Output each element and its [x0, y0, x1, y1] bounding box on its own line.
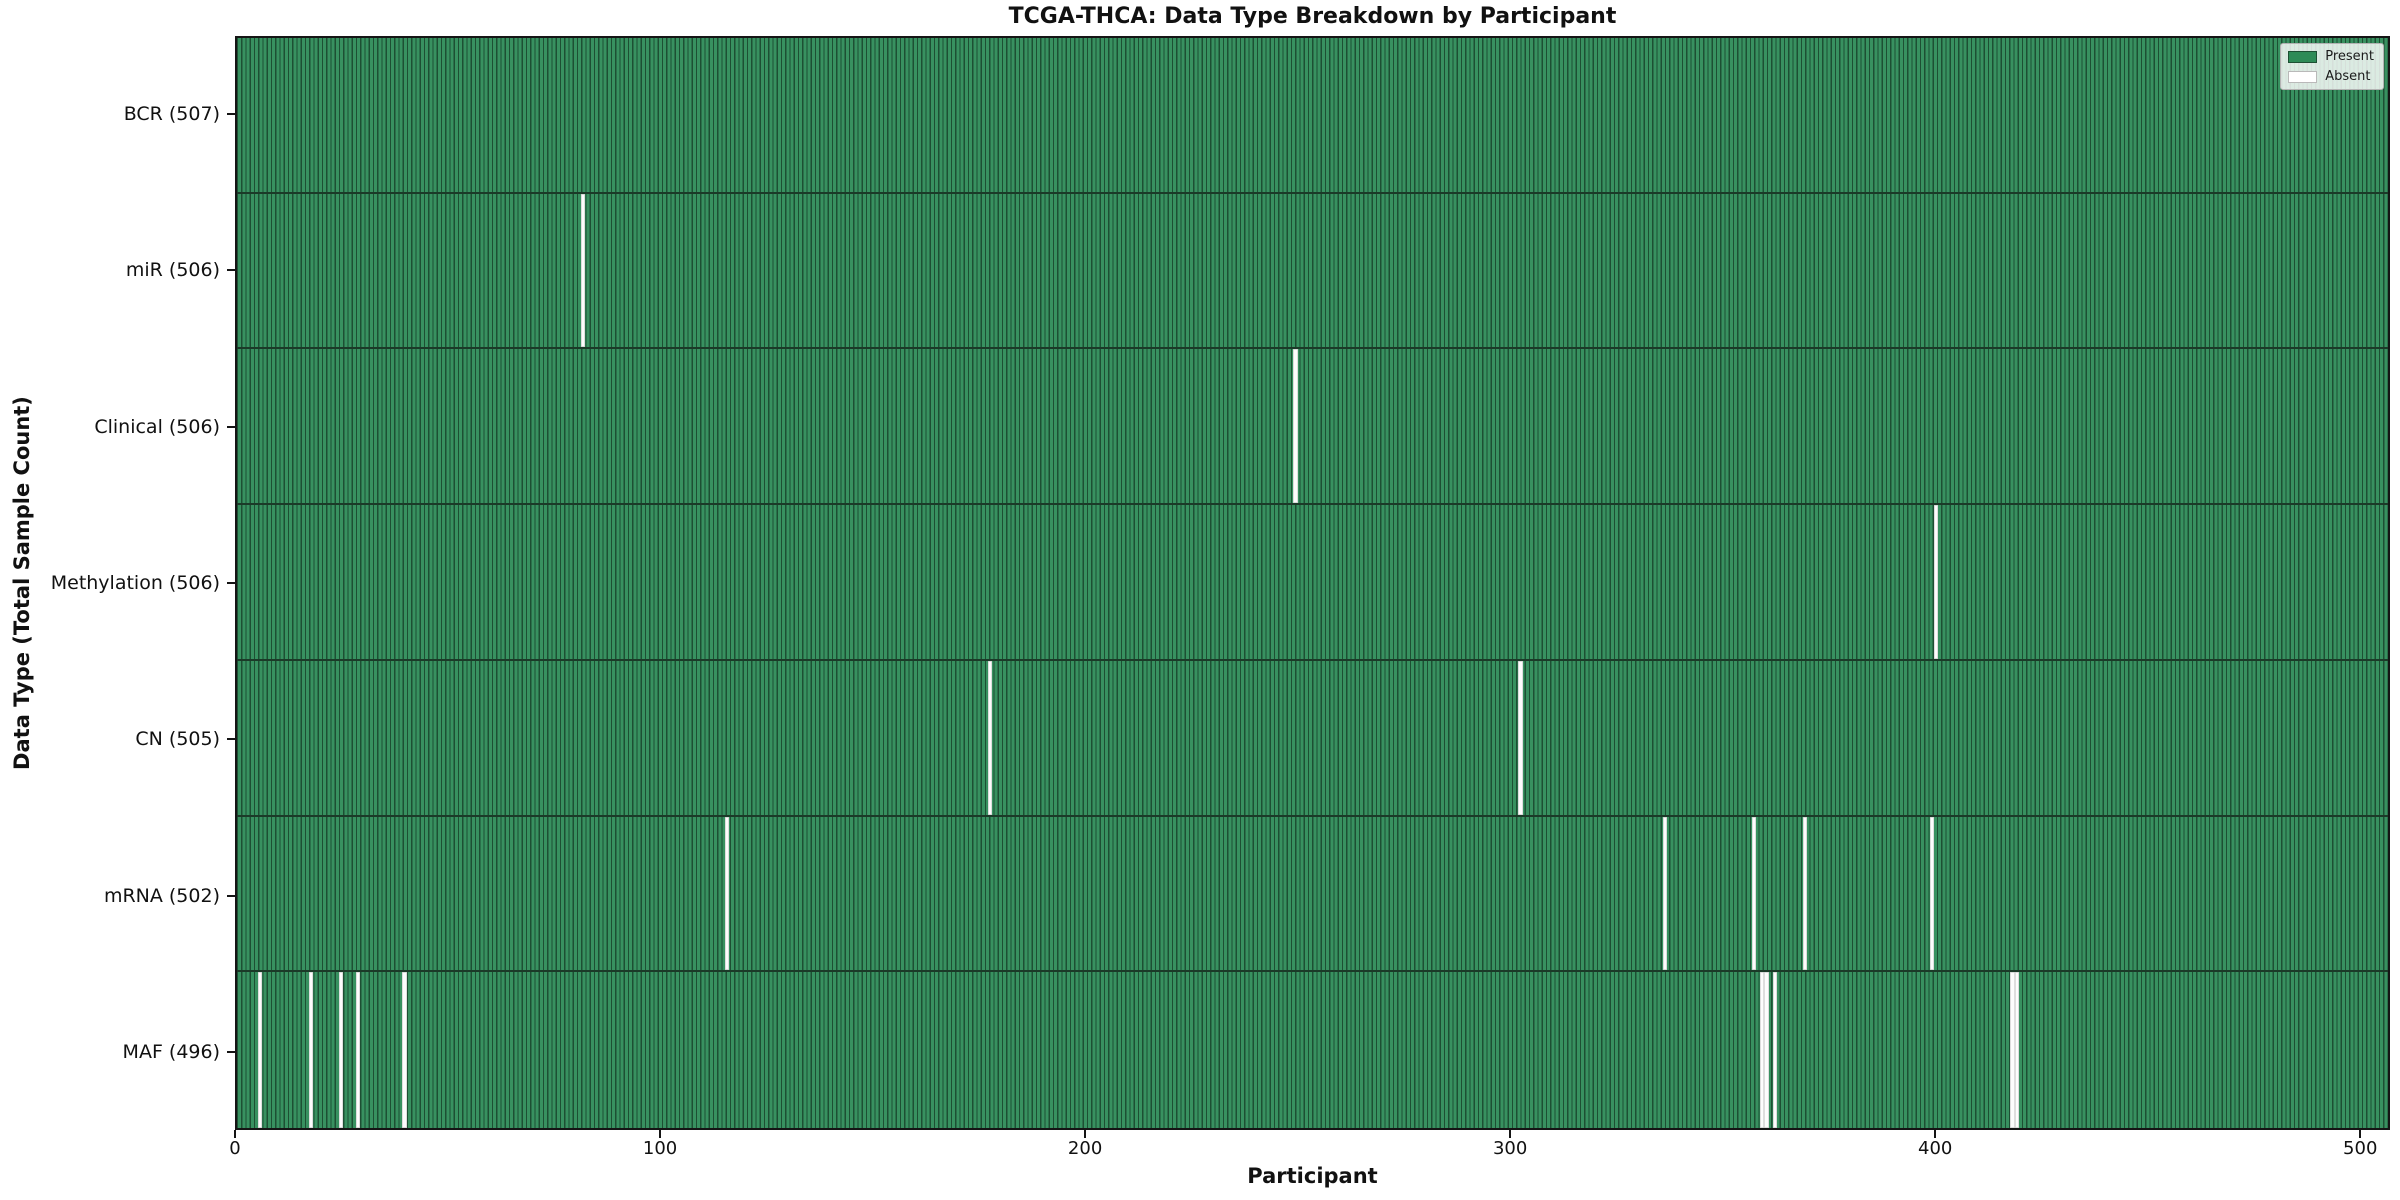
present-swatch-icon	[2288, 50, 2318, 63]
absent-cell	[987, 660, 993, 815]
legend-entry-absent: Absent	[2288, 69, 2374, 84]
absent-cell	[1760, 972, 1765, 1128]
y-tick-label: BCR (507)	[123, 103, 220, 126]
absent-cell	[402, 972, 407, 1128]
absent-cell	[1518, 660, 1523, 815]
chart-title: TCGA-THCA: Data Type Breakdown by Partic…	[1008, 4, 1617, 29]
absent-cell	[1662, 816, 1667, 971]
heatmap-row	[237, 505, 2388, 661]
y-tick-mark	[227, 582, 235, 584]
y-tick-label: CN (505)	[135, 728, 220, 751]
absent-cell	[1934, 505, 1939, 659]
y-tick-label: mRNA (502)	[103, 884, 220, 907]
x-tick-label: 200	[1067, 1138, 1103, 1159]
x-tick-label: 100	[642, 1138, 678, 1159]
x-tick-mark	[2359, 1130, 2362, 1138]
y-tick-mark	[227, 738, 235, 741]
absent-cell	[2014, 972, 2019, 1128]
absent-cell	[338, 972, 344, 1128]
plot-area: Present Absent	[235, 36, 2390, 1130]
absent-cell	[355, 972, 361, 1128]
heatmap-row	[237, 349, 2388, 506]
legend-label-present: Present	[2325, 49, 2374, 64]
absent-cell	[2010, 972, 2015, 1128]
x-tick-mark	[1509, 1130, 1512, 1138]
absent-cell	[1764, 972, 1769, 1128]
heatmap-row	[237, 38, 2388, 194]
x-tick-mark	[1934, 1130, 1937, 1138]
y-tick-mark	[227, 113, 235, 116]
absent-swatch-icon	[2288, 70, 2318, 83]
legend: Present Absent	[2280, 43, 2384, 90]
absent-cell	[1751, 816, 1756, 971]
x-tick-mark	[659, 1130, 662, 1138]
y-tick-mark	[227, 425, 235, 428]
heatmap-row	[237, 660, 2388, 817]
heatmap-row	[237, 816, 2388, 973]
x-tick-mark	[234, 1130, 236, 1138]
x-tick-label: 0	[229, 1138, 241, 1159]
x-tick-label: 300	[1492, 1138, 1528, 1159]
y-tick-label: Clinical (506)	[94, 415, 220, 438]
absent-cell	[580, 193, 585, 348]
x-tick-mark	[1084, 1130, 1087, 1138]
absent-cell	[1802, 816, 1807, 971]
y-tick-label: Methylation (506)	[50, 572, 220, 594]
absent-cell	[724, 816, 730, 971]
absent-cell	[1772, 972, 1778, 1128]
absent-cell	[309, 972, 314, 1128]
legend-entry-present: Present	[2288, 49, 2374, 64]
x-tick-label: 500	[2343, 1138, 2378, 1159]
y-tick-mark	[227, 269, 235, 272]
y-tick-mark	[227, 894, 235, 897]
y-tick-label: miR (506)	[125, 259, 220, 282]
absent-cell	[1929, 816, 1935, 971]
heatmap-row	[237, 972, 2388, 1128]
y-tick-mark	[227, 1050, 235, 1053]
absent-cell	[1293, 349, 1298, 504]
x-tick-label: 400	[1918, 1138, 1953, 1159]
legend-label-absent: Absent	[2325, 69, 2371, 84]
x-axis-title: Participant	[1247, 1164, 1378, 1188]
y-tick-label: MAF (496)	[122, 1040, 220, 1063]
heatmap-row	[237, 193, 2388, 350]
absent-cell	[258, 972, 263, 1128]
